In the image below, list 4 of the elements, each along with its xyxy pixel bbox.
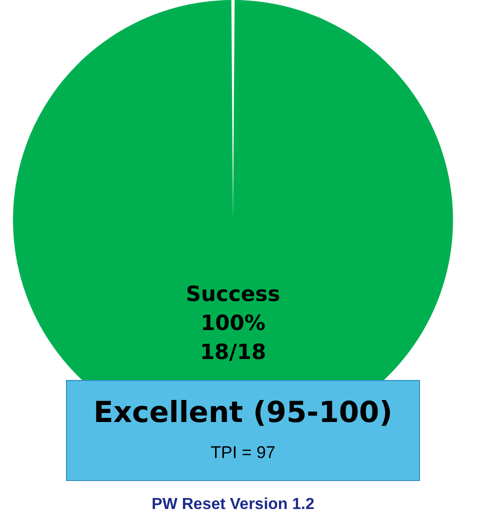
text: PW Reset Version 1.2 <box>152 496 314 513</box>
rating-box: Excellent (95-100) TPI = 97 <box>66 380 420 481</box>
slice-label: Success <box>186 282 280 306</box>
data-label: 100% 18/18 <box>200 311 266 364</box>
